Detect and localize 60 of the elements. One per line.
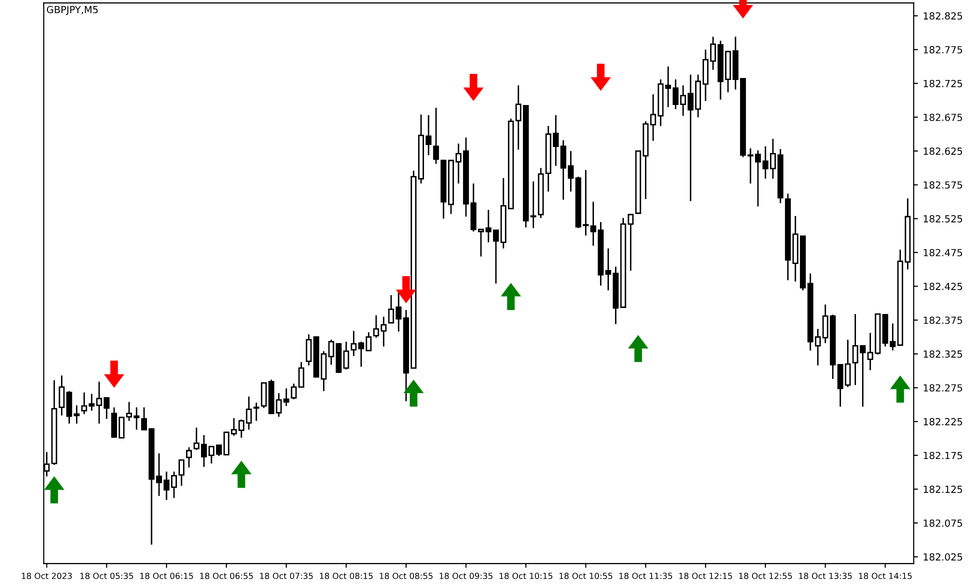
y-tick-label: 182.075 [924,519,962,527]
y-tick-label: 182.825 [924,12,962,20]
candlestick [306,334,312,366]
y-tick-label: 182.375 [924,316,962,324]
x-tick-label: 18 Oct 14:15 [858,572,912,580]
x-tick-label: 18 Oct 2023 [22,572,72,580]
candlestick [860,345,866,408]
point [500,282,522,310]
y-tick-label: 182.775 [924,46,962,54]
x-tick-label: 18 Oct 12:55 [739,572,792,580]
y-tick-label: 182.475 [924,248,962,256]
point [628,334,648,362]
x-tick-label: 18 Oct 11:35 [619,572,672,580]
y-tick-label: 182.325 [924,350,962,358]
y-tick-label: 182.425 [924,282,962,290]
point [590,64,611,91]
y-tick-label: 182.625 [924,148,962,155]
candlestick [582,169,589,236]
candlestick [433,107,439,165]
y-tick-label: 182.025 [924,553,962,561]
candlestick [298,361,304,388]
x-tick-label: 18 Oct 06:15 [140,572,193,580]
y-tick-label: 182.675 [924,114,962,122]
candlestick [343,341,350,370]
candlestick [568,150,574,192]
candlestick [328,339,334,366]
x-tick-label: 18 Oct 08:15 [320,572,373,580]
chart-title: GBPJPY,M5 [46,6,98,16]
point [403,380,424,407]
x-tick-label: 18 Oct 09:35 [440,572,492,580]
y-tick-label: 182.525 [924,215,962,222]
y-tick-label: 182.275 [924,384,962,392]
point [890,376,910,403]
candlestick [867,332,874,371]
candlestick [852,313,858,386]
candlestick [58,374,65,416]
x-tick-label: 18 Oct 08:55 [380,572,433,580]
y-tick-label: 182.725 [924,80,962,88]
candlestick [290,382,297,400]
candlestick [890,322,896,352]
candlestick [590,201,596,246]
point [396,276,416,304]
candlestick [253,402,260,422]
x-tick-label: 18 Oct 13:35 [799,572,852,580]
y-tick-label: 182.125 [924,486,962,493]
x-tick-label: 18 Oct 10:15 [500,572,552,580]
point [231,460,252,488]
candlestick [186,446,192,468]
x-tick-label: 18 Oct 06:55 [200,572,253,580]
x-tick-label: 18 Oct 05:35 [80,572,134,580]
y-tick-label: 182.575 [924,181,962,189]
candlestick [605,248,612,292]
point [104,360,124,388]
point [44,476,64,504]
point [463,74,484,101]
x-tick-label: 18 Oct 07:35 [260,572,313,580]
y-tick-label: 182.225 [924,418,962,426]
y-tick-label: 182.175 [924,452,962,460]
x-tick-label: 18 Oct 12:15 [679,572,732,580]
x-tick-label: 18 Oct 10:55 [560,572,612,580]
